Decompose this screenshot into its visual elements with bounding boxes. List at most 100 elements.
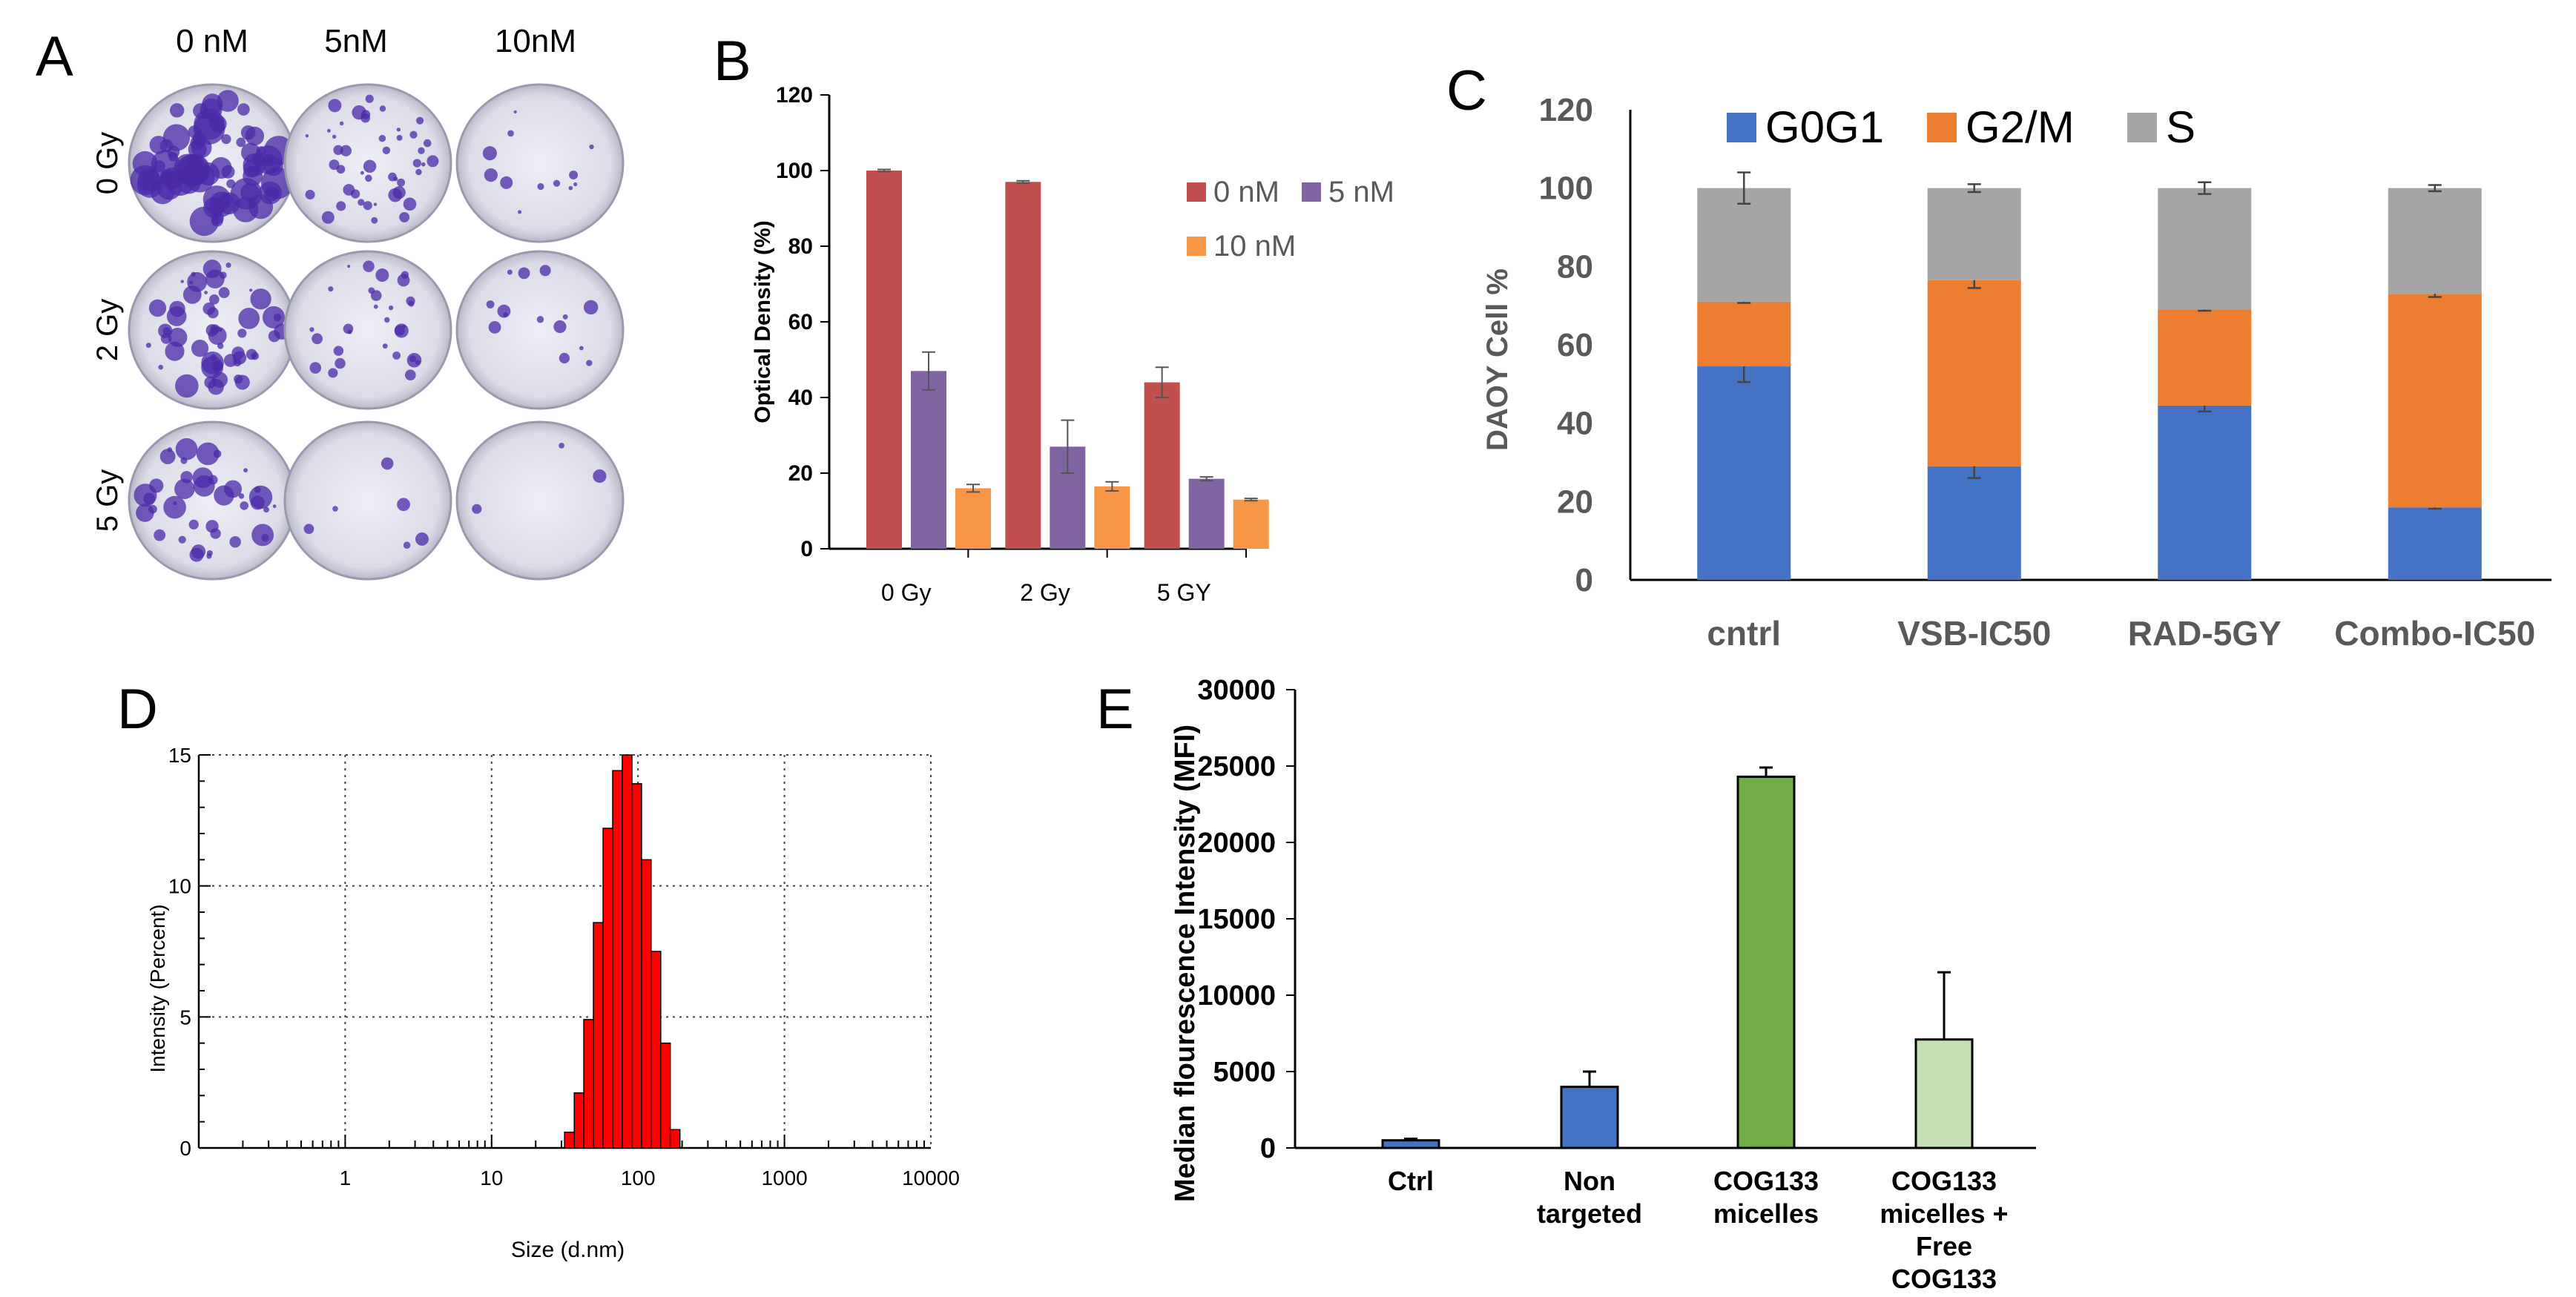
colony bbox=[347, 265, 351, 268]
colony bbox=[396, 134, 403, 141]
legend-swatch bbox=[1927, 113, 1957, 142]
colony bbox=[426, 155, 439, 168]
bar bbox=[955, 488, 991, 549]
x-tick-label-line: targeted bbox=[1537, 1198, 1642, 1229]
colony bbox=[202, 260, 222, 278]
panel-e: E 0 5000 10000 15000 20000 25000 30000 Median f… bbox=[1096, 675, 2036, 1294]
colony bbox=[238, 493, 245, 499]
colony bbox=[178, 535, 186, 544]
panel-a-row-label: 2 Gy bbox=[91, 299, 124, 361]
histogram-bar bbox=[602, 828, 613, 1149]
colony bbox=[223, 354, 237, 367]
colony bbox=[333, 346, 344, 356]
x-tick-label: cntrl bbox=[1707, 614, 1781, 653]
panel-b-letter: B bbox=[714, 30, 751, 93]
colony bbox=[358, 199, 365, 206]
panel-a-column-label: 10nM bbox=[495, 23, 576, 59]
colony bbox=[363, 201, 372, 211]
colony bbox=[256, 146, 266, 156]
colony bbox=[365, 94, 374, 103]
colony bbox=[250, 495, 265, 510]
colony bbox=[180, 280, 184, 283]
y-tick-label: 5000 bbox=[1213, 1057, 1276, 1088]
panel-a-letter: A bbox=[36, 25, 73, 88]
colony bbox=[412, 159, 421, 168]
x-tick-label: 10000 bbox=[902, 1166, 960, 1189]
colony bbox=[165, 341, 185, 361]
x-tick-label: 0 Gy bbox=[881, 579, 932, 606]
colony bbox=[243, 166, 263, 186]
colony bbox=[148, 504, 157, 514]
colony bbox=[378, 134, 386, 142]
colony bbox=[205, 520, 219, 533]
colony bbox=[196, 442, 220, 466]
legend-swatch bbox=[1727, 113, 1756, 142]
bar bbox=[911, 371, 946, 549]
colony bbox=[403, 197, 417, 211]
colony-plates-image bbox=[128, 83, 625, 581]
colony bbox=[559, 352, 570, 364]
colony bbox=[240, 501, 249, 510]
colony bbox=[305, 134, 309, 138]
legend-label: 0 nM bbox=[1213, 176, 1279, 208]
colony bbox=[363, 260, 375, 272]
colony bbox=[583, 300, 599, 315]
y-tick-label: 15000 bbox=[1197, 904, 1276, 935]
colony bbox=[145, 343, 151, 349]
bar bbox=[1736, 775, 1796, 1149]
colony bbox=[500, 176, 513, 189]
colony bbox=[482, 146, 497, 161]
colony bbox=[507, 130, 514, 137]
colony bbox=[221, 165, 235, 179]
colony bbox=[486, 300, 495, 308]
colony bbox=[579, 346, 584, 351]
stacked-bar-segment bbox=[1927, 188, 2021, 280]
colony bbox=[415, 532, 429, 546]
colony bbox=[472, 504, 482, 514]
colony bbox=[336, 201, 346, 211]
colony bbox=[210, 324, 220, 334]
colony bbox=[202, 185, 231, 214]
histogram-bar bbox=[612, 770, 623, 1149]
y-tick-label: 10 bbox=[168, 875, 191, 898]
bar bbox=[1560, 1086, 1619, 1149]
colony bbox=[188, 280, 194, 285]
legend-swatch bbox=[2127, 113, 2157, 142]
legend-swatch bbox=[1302, 182, 1321, 202]
colony bbox=[224, 480, 243, 498]
y-axis-label: Intensity (Percent) bbox=[146, 904, 169, 1072]
colony bbox=[273, 313, 282, 322]
colony bbox=[187, 271, 208, 292]
colony bbox=[336, 165, 346, 174]
colony bbox=[251, 354, 256, 358]
colony bbox=[562, 314, 568, 320]
colony bbox=[536, 316, 544, 323]
y-tick-label: 80 bbox=[788, 234, 813, 259]
panel-d: D 0 5 10 15 1 10 100 1000 10000 Size (d.nm) Intens… bbox=[117, 678, 960, 1262]
colony bbox=[328, 368, 338, 378]
colony bbox=[160, 333, 172, 344]
colony bbox=[201, 356, 224, 379]
colony bbox=[403, 541, 411, 549]
panel-d-letter: D bbox=[117, 678, 158, 741]
y-tick-label: 80 bbox=[1557, 248, 1593, 285]
y-tick-label: 60 bbox=[788, 310, 813, 334]
colony bbox=[218, 287, 230, 299]
colony bbox=[382, 343, 388, 349]
x-tick-label: 1000 bbox=[761, 1166, 807, 1189]
colony bbox=[245, 126, 265, 146]
colony bbox=[175, 438, 198, 461]
colony bbox=[397, 178, 406, 187]
panel-a-row-label: 5 Gy bbox=[91, 469, 124, 532]
colony bbox=[373, 202, 378, 206]
x-tick-label: 1 bbox=[340, 1166, 352, 1189]
bar bbox=[1144, 382, 1180, 549]
colony bbox=[406, 296, 415, 306]
colony bbox=[263, 154, 276, 167]
colony bbox=[553, 320, 567, 334]
x-tick-label: RAD-5GY bbox=[2128, 614, 2282, 653]
histogram-bar bbox=[573, 1092, 585, 1149]
bar bbox=[1914, 1038, 1974, 1149]
colony bbox=[589, 144, 594, 150]
x-tick-label-line: COG133 bbox=[1713, 1166, 1819, 1196]
